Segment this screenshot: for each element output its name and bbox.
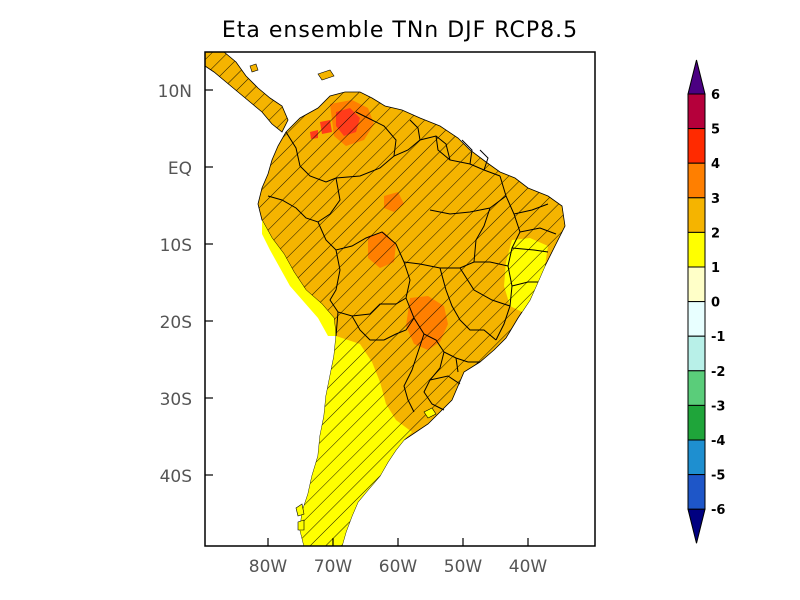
longitude-label: 60W (379, 557, 418, 577)
colorbar-label: 5 (711, 123, 720, 138)
colorbar-bottom-arrow (687, 508, 706, 544)
longitude-axis: 80W 70W 60W 50W 40W (249, 538, 548, 577)
colorbar-bin (687, 439, 706, 476)
significance-hatching (205, 52, 288, 132)
colorbar-bin (687, 231, 706, 268)
country-borders (267, 111, 557, 413)
island (295, 503, 305, 517)
latitude-label: EQ (168, 159, 192, 179)
colorbar-bin (687, 128, 706, 164)
falkland-island (423, 407, 437, 419)
colorbar-label: 0 (711, 296, 720, 311)
latitude-label: 40S (160, 467, 192, 487)
longitude-label: 80W (249, 557, 288, 577)
island (249, 63, 259, 73)
colorbar-label: -6 (711, 503, 725, 518)
latitude-label: 30S (160, 390, 192, 410)
colorbar-label: 6 (711, 88, 720, 103)
figure-title: Eta ensemble TNn DJF RCP8.5 (221, 18, 579, 43)
colorbar-label: 4 (711, 157, 720, 172)
colorbar-bin (687, 335, 706, 372)
colorbar-bin (687, 266, 706, 303)
colorbar-bin (687, 197, 706, 233)
longitude-label: 40W (509, 557, 548, 577)
longitude-label: 50W (444, 557, 483, 577)
latitude-label: 10N (158, 82, 192, 102)
colorbar-label: -5 (711, 469, 725, 484)
colorbar-bin (687, 301, 706, 337)
map-frame (204, 51, 596, 547)
latitude-axis: 10N EQ 10S 20S 30S 40S (158, 82, 213, 487)
significance-hatching (258, 92, 565, 546)
colorbar-label: -2 (711, 365, 725, 380)
latitude-label: 20S (160, 313, 192, 333)
colorbar-bin (687, 474, 706, 510)
colorbar-label: -4 (711, 434, 725, 449)
colorbar-label: 2 (711, 226, 720, 241)
map-content (205, 52, 595, 546)
colorbar-bin (687, 404, 706, 441)
island (297, 519, 305, 531)
colorbar-top-arrow (687, 59, 706, 95)
latitude-label: 10S (160, 236, 192, 256)
longitude-label: 70W (314, 557, 353, 577)
colorbar-bin (687, 370, 706, 406)
colorbar-bin (687, 162, 706, 199)
colorbar: 6 5 4 3 2 1 0 -1 -2 -3 -4 -5 -6 (687, 59, 725, 544)
island (317, 69, 335, 81)
andes-yellow-strip (262, 220, 336, 336)
colorbar-label: -1 (711, 330, 725, 345)
colorbar-label: 3 (711, 192, 720, 207)
colorbar-label: 1 (711, 261, 720, 276)
colorbar-label: -3 (711, 399, 725, 414)
colorbar-bin (687, 93, 706, 130)
